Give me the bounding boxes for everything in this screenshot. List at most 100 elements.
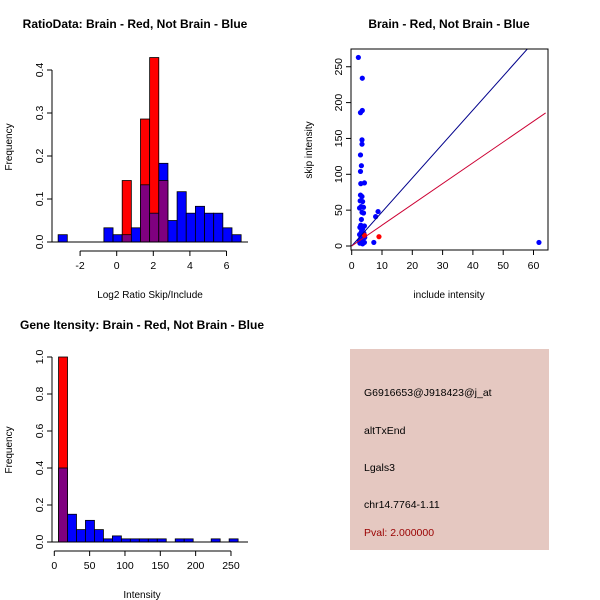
histogram-bar — [231, 234, 242, 243]
y-tick-label: 250 — [333, 58, 345, 76]
hist2-ylabel: Frequency — [4, 426, 15, 473]
scatter-point-not-brain — [355, 54, 361, 61]
info-pval: Pval: 2.000000 — [364, 527, 434, 539]
info-location: chr14.7764-1.11 — [364, 499, 440, 511]
scatter-point-not-brain — [361, 180, 368, 186]
scatter-point-not-brain — [360, 198, 366, 205]
x-tick-label: 0 — [114, 260, 120, 272]
scatter-box — [350, 48, 549, 251]
scatter-point-not-brain — [357, 168, 364, 175]
x-tick-label: 20 — [406, 260, 418, 272]
histogram-bar-overlap — [149, 212, 160, 243]
histogram-bar — [121, 180, 132, 243]
scatter-ylabel: skip intensity — [304, 121, 315, 178]
hist2-plot: 0.0 0.2 0.4 0.6 0.8 1.0 0 50 100 150 200 250 — [34, 350, 248, 572]
x-tick-label: 200 — [187, 560, 205, 572]
x-tick-label: 60 — [528, 260, 540, 272]
y-tick-label: 1.0 — [34, 350, 46, 365]
y-tick-label: 0.0 — [34, 535, 46, 550]
x-tick-label: 150 — [152, 560, 170, 572]
y-tick-label: 0.0 — [34, 235, 46, 250]
scatter-xlabel: include intensity — [413, 290, 484, 301]
scatter-point-not-brain — [359, 75, 365, 81]
scatter-point-not-brain — [359, 193, 365, 200]
scatter-point-not-brain — [359, 141, 365, 147]
scatter-plot: 0 10 20 30 40 50 60 0 50 100 150 200 250 — [333, 48, 549, 272]
x-tick-label: 50 — [84, 560, 96, 572]
info-gene: Lgals3 — [364, 462, 395, 474]
scatter-point-not-brain — [359, 107, 365, 114]
y-tick-label: 100 — [333, 165, 345, 183]
x-tick-label: 0 — [51, 560, 57, 572]
histogram-bar — [194, 205, 205, 243]
hist2-xlabel: Intensity — [123, 590, 160, 600]
histogram-bar — [176, 191, 187, 243]
x-tick-label: 100 — [116, 560, 134, 572]
x-tick-label: 50 — [497, 260, 509, 272]
histogram-bar — [103, 227, 114, 243]
y-tick-label: 0.1 — [34, 192, 46, 207]
scatter-point-not-brain — [371, 239, 377, 246]
y-tick-label: 0.4 — [34, 63, 46, 78]
scatter-point-not-brain — [358, 163, 364, 169]
y-tick-label: 50 — [333, 204, 345, 216]
hist1-title: RatioData: Brain - Red, Not Brain - Blue — [23, 17, 248, 31]
histogram-bar — [67, 513, 77, 543]
hist1-xlabel: Log2 Ratio Skip/Include — [97, 290, 203, 301]
histogram-bar — [204, 212, 215, 243]
y-tick-label: 0.8 — [34, 387, 46, 402]
regression-line — [351, 112, 546, 247]
y-tick-label: 0.4 — [34, 461, 46, 476]
scatter-point-brain — [376, 234, 382, 240]
y-tick-label: 0.6 — [34, 424, 46, 439]
x-tick-label: 4 — [187, 260, 193, 272]
scatter-title: Brain - Red, Not Brain - Blue — [368, 17, 530, 31]
x-tick-label: 40 — [467, 260, 479, 272]
hist1-ylabel: Frequency — [4, 123, 15, 170]
x-tick-label: 0 — [349, 260, 355, 272]
histogram-bar — [222, 227, 233, 243]
histogram-bar — [167, 220, 178, 243]
regression-line — [351, 49, 529, 247]
histogram-bar — [57, 234, 68, 243]
x-tick-label: 10 — [376, 260, 388, 272]
histogram-bar — [213, 212, 224, 243]
scatter-point-not-brain — [360, 204, 367, 210]
histogram-bar — [85, 519, 95, 543]
y-tick-label: 200 — [333, 94, 345, 112]
scatter-point-not-brain — [359, 137, 365, 143]
histogram-bar-overlap — [140, 184, 151, 243]
scatter-point-not-brain — [360, 210, 367, 216]
hist1-plot: 0.0 0.1 0.2 0.3 0.4 -2 0 2 4 6 — [34, 57, 248, 272]
scatter-point-not-brain — [536, 239, 542, 246]
histogram-bar-overlap — [158, 180, 169, 243]
histogram-bar-overlap — [121, 234, 132, 243]
scatter-point-not-brain — [360, 241, 366, 247]
histogram-bar — [185, 212, 196, 243]
histogram-bar — [111, 535, 122, 543]
scatter-point-not-brain — [358, 216, 364, 223]
scatter-point-not-brain — [375, 208, 381, 215]
y-tick-label: 0.3 — [34, 106, 46, 121]
y-tick-label: 150 — [333, 130, 345, 148]
info-probe-id: G6916653@J918423@j_at — [364, 387, 492, 399]
x-tick-label: 6 — [224, 260, 230, 272]
scatter-point-not-brain — [357, 152, 364, 158]
info-event-type: altTxEnd — [364, 425, 406, 437]
histogram-bar-overlap — [58, 467, 68, 543]
x-tick-label: 250 — [222, 560, 240, 572]
y-tick-label: 0 — [333, 243, 345, 249]
info-panel-background — [350, 349, 549, 550]
y-tick-label: 0.2 — [34, 498, 46, 513]
histogram-bar — [76, 529, 86, 543]
hist2-title: Gene Itensity: Brain - Red, Not Brain - … — [20, 318, 264, 332]
scatter-point-not-brain — [356, 205, 363, 211]
x-tick-label: -2 — [75, 260, 84, 272]
scatter-marks — [351, 49, 546, 247]
x-tick-label: 30 — [437, 260, 449, 272]
histogram-bar — [112, 234, 123, 243]
y-tick-label: 0.2 — [34, 149, 46, 164]
x-tick-label: 2 — [150, 260, 156, 272]
histogram-bar — [130, 227, 141, 243]
